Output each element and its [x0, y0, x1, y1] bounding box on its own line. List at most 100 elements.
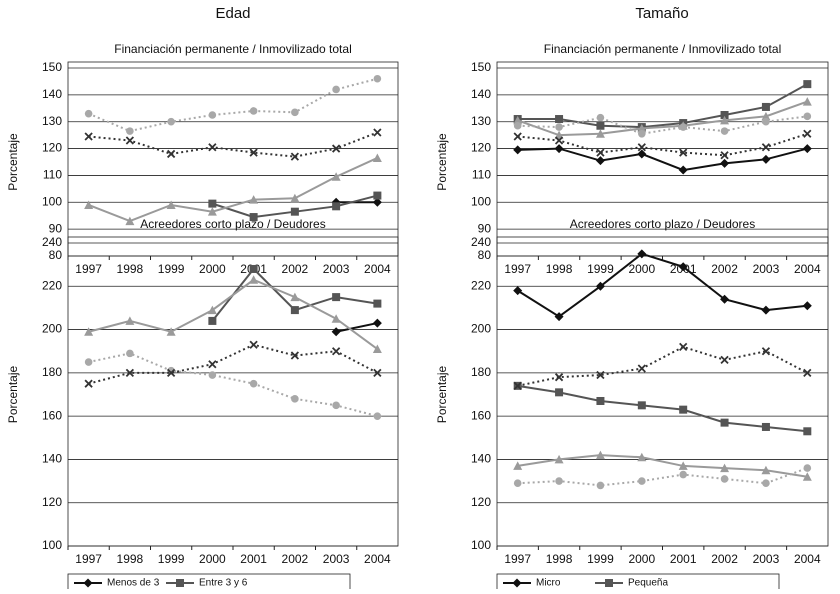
marker — [125, 136, 135, 145]
y-tick-label: 200 — [471, 322, 491, 336]
marker — [554, 454, 564, 464]
marker — [720, 127, 729, 135]
marker — [802, 97, 812, 106]
y-tick-label: 80 — [478, 248, 492, 262]
marker — [513, 132, 522, 141]
series-line — [88, 131, 378, 158]
y-tick-label: 240 — [471, 235, 491, 249]
series-line — [517, 252, 808, 318]
x-tick-label: 1997 — [75, 552, 102, 566]
marker — [249, 213, 258, 222]
x-tick-label: 2003 — [753, 262, 780, 276]
x-tick-label: 2003 — [753, 552, 780, 566]
x-tick-label: 2000 — [628, 552, 655, 566]
marker — [637, 143, 646, 152]
y-tick-label: 140 — [471, 87, 491, 101]
x-tick-label: 2000 — [199, 262, 226, 276]
y-tick-label: 80 — [49, 248, 63, 262]
marker — [761, 154, 771, 164]
marker — [595, 281, 605, 291]
marker — [637, 149, 647, 159]
x-tick-label: 2002 — [282, 262, 309, 276]
marker — [554, 373, 564, 382]
x-tick-label: 1999 — [587, 552, 614, 566]
marker — [331, 327, 341, 337]
chart-title: Acreedores corto plazo / Deudores — [570, 217, 755, 231]
marker — [679, 470, 687, 479]
marker — [803, 464, 812, 472]
x-tick-label: 2001 — [670, 552, 697, 566]
marker — [373, 74, 382, 83]
marker — [166, 327, 176, 336]
x-tick-label: 1998 — [117, 552, 144, 566]
marker — [803, 427, 812, 436]
marker — [720, 294, 730, 304]
marker — [720, 158, 730, 168]
y-axis-label: Porcentaje — [435, 365, 449, 423]
marker — [554, 144, 564, 154]
legend-marker — [605, 579, 613, 587]
y-tick-label: 220 — [471, 278, 491, 292]
marker — [290, 292, 300, 302]
marker — [249, 107, 258, 115]
marker — [513, 479, 522, 488]
series-line — [517, 147, 808, 172]
y-tick-label: 120 — [471, 495, 491, 509]
marker — [332, 401, 340, 410]
marker — [84, 200, 94, 209]
marker — [84, 132, 93, 141]
plot-frame — [67, 236, 399, 547]
marker — [207, 305, 217, 315]
x-tick-label: 2004 — [364, 262, 391, 276]
marker — [125, 316, 135, 325]
marker — [208, 360, 217, 369]
marker — [595, 156, 605, 166]
x-tick-label: 1999 — [587, 262, 614, 276]
column-title: Edad — [215, 5, 250, 22]
marker — [290, 193, 300, 203]
marker — [802, 301, 812, 311]
y-tick-label: 150 — [471, 60, 491, 74]
chart-title: Financiación permanente / Inmovilizado t… — [544, 42, 781, 56]
marker — [373, 368, 382, 377]
series-line — [517, 100, 808, 137]
y-tick-label: 160 — [471, 408, 491, 422]
legend-marker — [83, 578, 93, 588]
marker — [596, 121, 605, 130]
y-tick-label: 180 — [42, 365, 62, 379]
y-tick-label: 120 — [471, 141, 491, 155]
marker — [166, 200, 176, 209]
marker — [332, 85, 340, 94]
series-line — [88, 157, 378, 223]
marker — [637, 249, 647, 259]
y-tick-label: 100 — [471, 538, 491, 552]
y-axis-label: Porcentaje — [435, 133, 449, 191]
y-axis-label: Porcentaje — [6, 133, 20, 191]
legend-label: Menos de 3 — [107, 578, 160, 589]
marker — [596, 396, 605, 405]
x-tick-label: 2003 — [323, 262, 350, 276]
marker — [208, 316, 217, 325]
marker — [513, 381, 522, 390]
marker — [803, 368, 812, 377]
marker — [637, 123, 647, 133]
y-tick-label: 240 — [42, 235, 62, 249]
marker — [372, 153, 382, 162]
x-tick-label: 2004 — [364, 552, 391, 566]
marker — [761, 347, 771, 356]
marker — [555, 388, 564, 397]
marker — [678, 461, 688, 470]
y-tick-label: 90 — [478, 221, 492, 235]
y-tick-label: 110 — [43, 168, 62, 182]
marker — [290, 351, 300, 360]
x-tick-label: 2000 — [628, 262, 655, 276]
x-tick-label: 2002 — [282, 552, 309, 566]
marker — [373, 299, 382, 308]
marker — [554, 312, 564, 322]
marker — [84, 327, 94, 336]
legend-label: Micro — [536, 578, 561, 589]
marker — [596, 148, 605, 157]
marker — [207, 207, 217, 216]
marker — [166, 149, 176, 159]
marker — [290, 152, 300, 161]
